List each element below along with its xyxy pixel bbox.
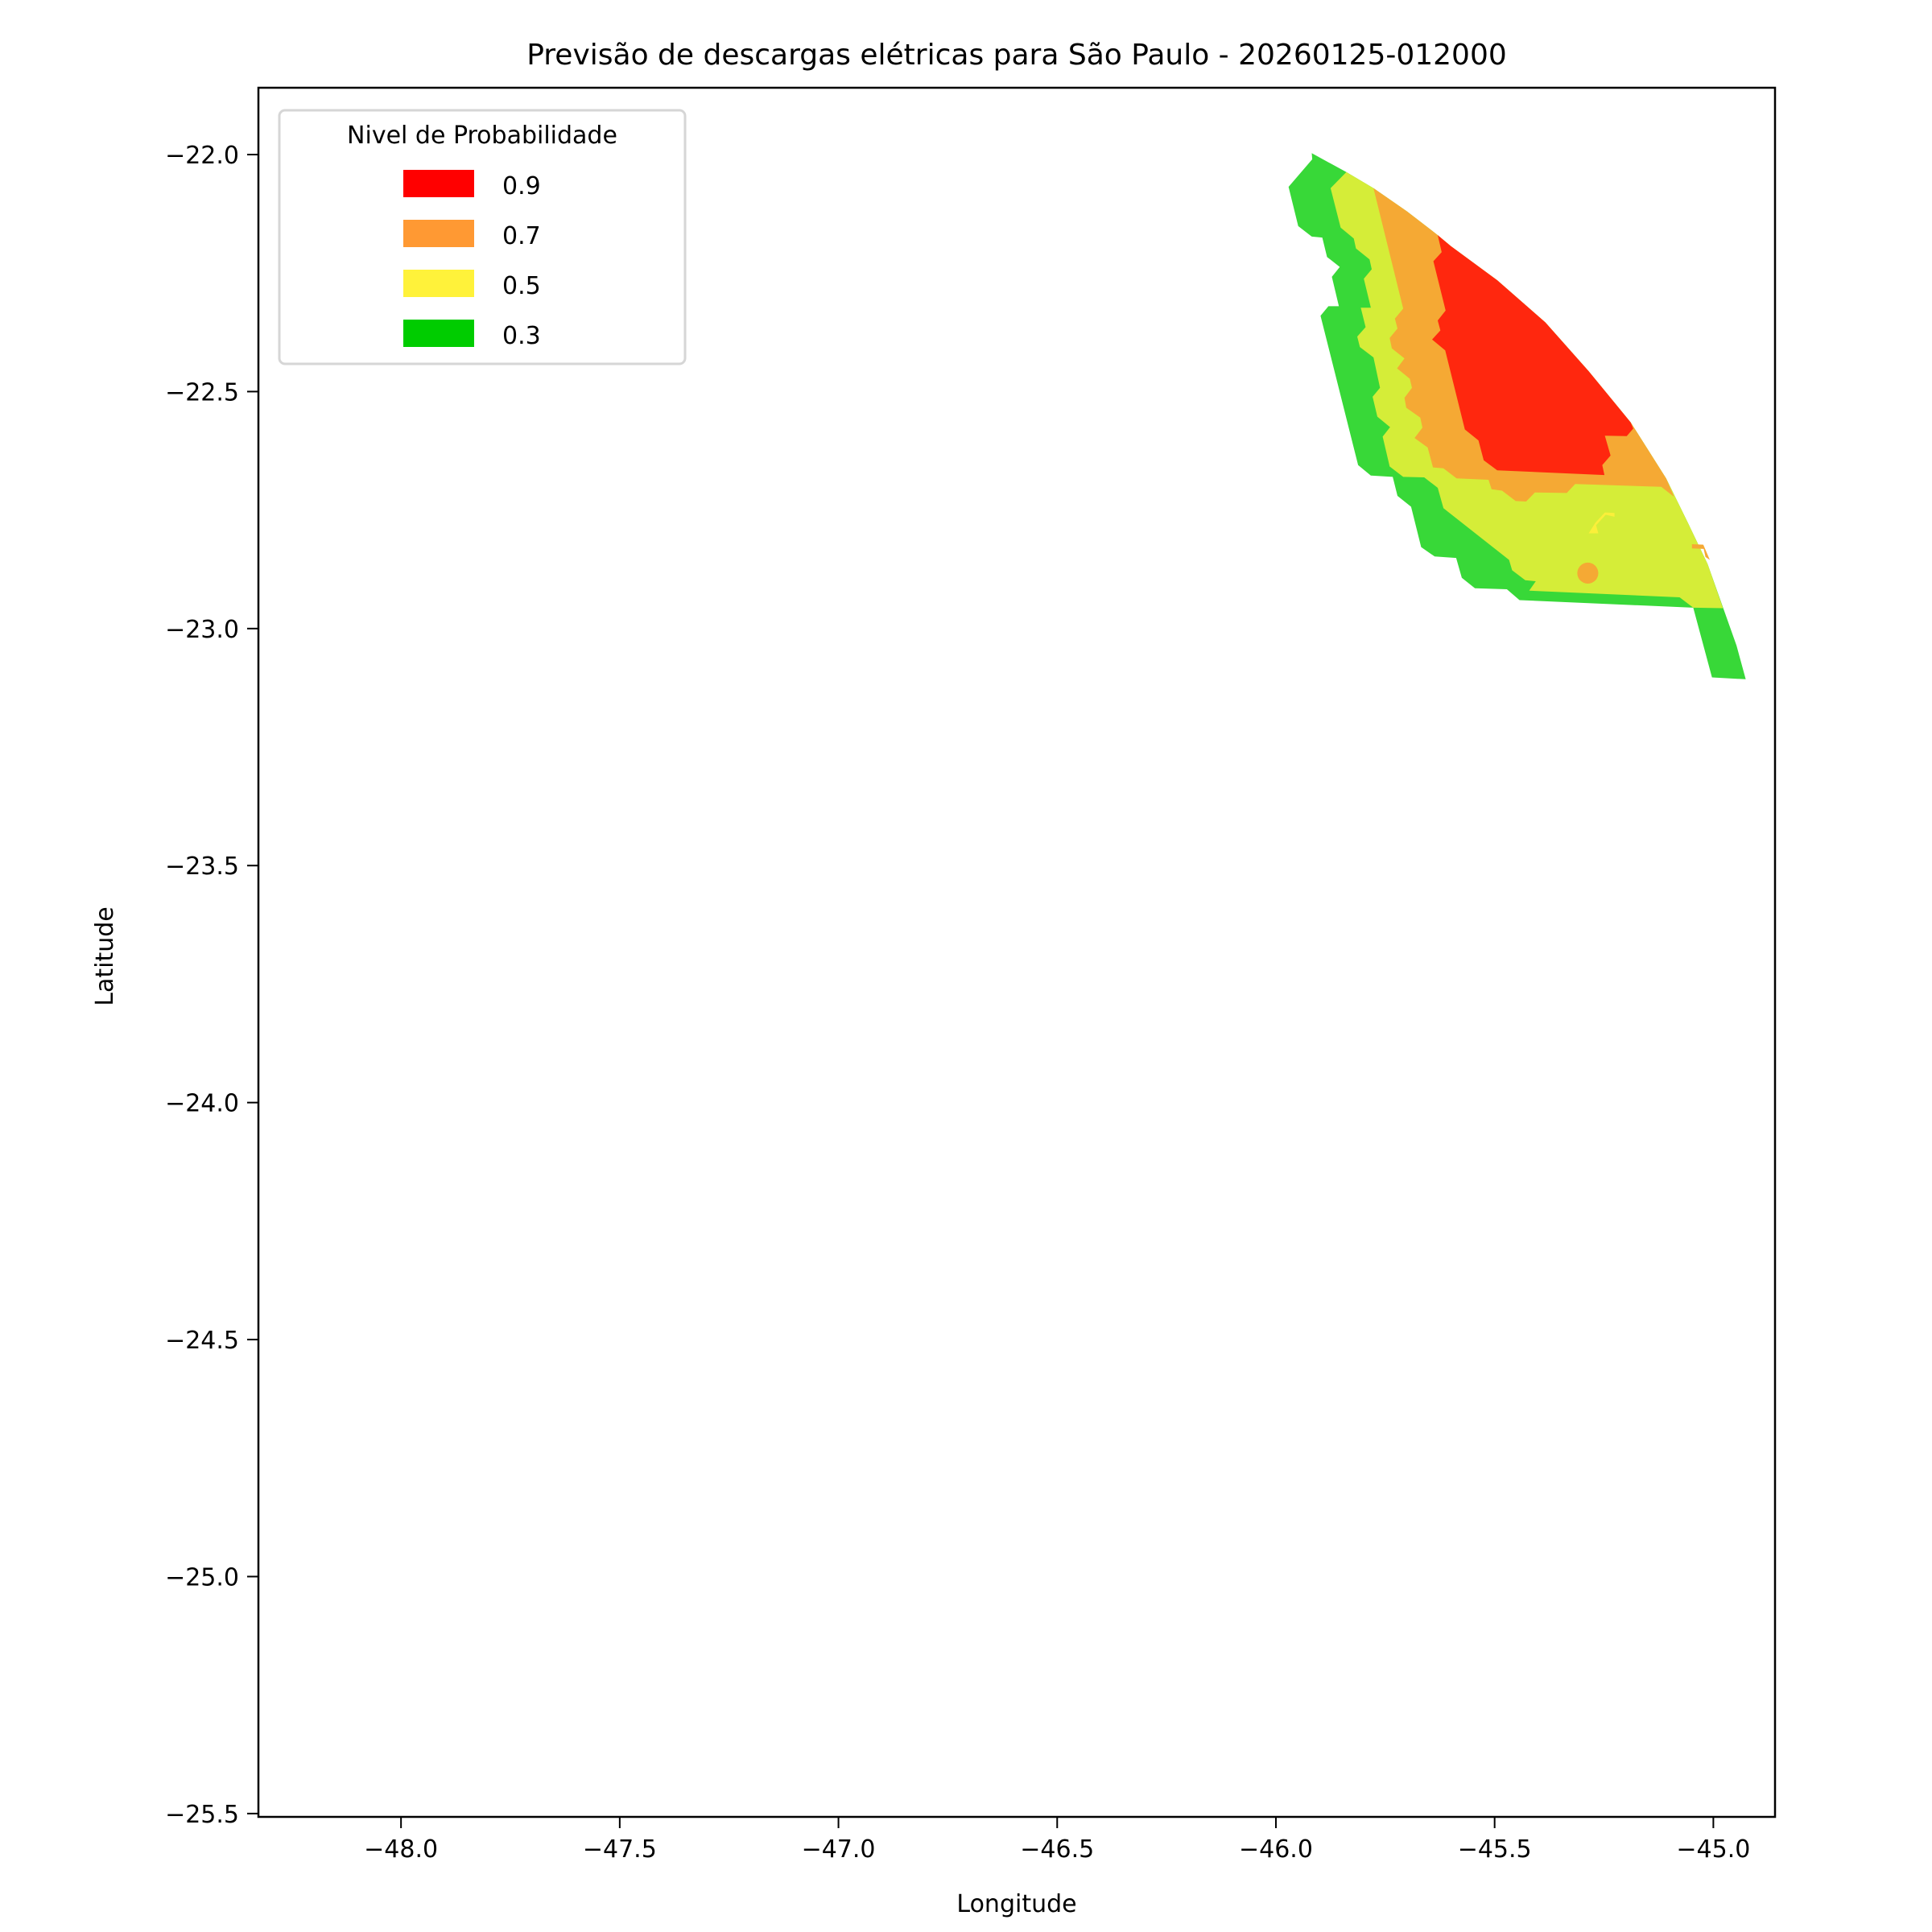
legend-frame — [278, 109, 687, 365]
axes-frame — [257, 86, 1777, 1818]
x-tick-label: −45.0 — [1676, 1835, 1750, 1864]
y-axis-ticks: −22.0 −22.5 −23.0 −23.5 −24.0 −24.5 −25.0 −25.5 — [165, 142, 258, 1829]
y-tick-label: −25.5 — [165, 1801, 239, 1829]
y-tick-label: −23.5 — [165, 852, 239, 881]
y-tick-label: −22.0 — [165, 142, 239, 170]
legend-label: 0.3 — [502, 322, 541, 350]
x-tick-label: −45.5 — [1458, 1835, 1532, 1864]
y-tick-label: −24.0 — [165, 1090, 239, 1118]
y-tick-label: −22.5 — [165, 378, 239, 407]
x-tick-label: −46.5 — [1020, 1835, 1094, 1864]
contour-region-0_5 — [1588, 512, 1615, 534]
y-axis-label: Latitude — [91, 906, 119, 1005]
legend-swatch — [403, 170, 474, 197]
y-tick-label: −25.0 — [165, 1563, 239, 1591]
x-tick-label: −47.0 — [802, 1835, 876, 1864]
x-axis-ticks: −48.0 −47.5 −47.0 −46.5 −46.0 −45.5 −45.0 — [364, 1817, 1750, 1864]
x-tick-label: −48.0 — [364, 1835, 438, 1864]
x-axis-label: Longitude — [956, 1890, 1076, 1918]
legend-label: 0.9 — [502, 172, 541, 200]
legend-label: 0.7 — [502, 222, 541, 250]
contour-spot — [1577, 562, 1599, 584]
y-tick-label: −24.5 — [165, 1327, 239, 1355]
legend: Nivel de Probabilidade 0.9 0.7 0.5 0.3 — [278, 109, 687, 365]
y-tick-label: −23.0 — [165, 616, 239, 644]
legend-label: 0.5 — [502, 272, 541, 300]
x-tick-label: −46.0 — [1239, 1835, 1313, 1864]
legend-swatch — [403, 270, 474, 297]
contour-region-0_9 — [1432, 235, 1633, 476]
legend-swatch — [403, 220, 474, 247]
x-tick-label: −47.5 — [583, 1835, 657, 1864]
chart-title: Previsão de descargas elétricas para São… — [526, 39, 1507, 72]
contour-region-0_7 — [1691, 544, 1710, 560]
contour-regions — [1288, 153, 1746, 679]
legend-title: Nivel de Probabilidade — [347, 122, 617, 150]
legend-swatch — [403, 320, 474, 347]
